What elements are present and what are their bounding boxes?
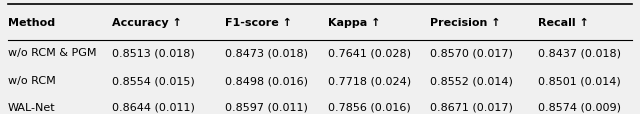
- Text: 0.8501 (0.014): 0.8501 (0.014): [538, 75, 620, 85]
- Text: Accuracy ↑: Accuracy ↑: [112, 18, 182, 28]
- Text: Precision ↑: Precision ↑: [430, 18, 500, 28]
- Text: 0.8597 (0.011): 0.8597 (0.011): [225, 102, 308, 111]
- Text: 0.8552 (0.014): 0.8552 (0.014): [430, 75, 513, 85]
- Text: 0.8570 (0.017): 0.8570 (0.017): [430, 48, 513, 58]
- Text: 0.7641 (0.028): 0.7641 (0.028): [328, 48, 411, 58]
- Text: 0.8574 (0.009): 0.8574 (0.009): [538, 102, 621, 111]
- Text: 0.8437 (0.018): 0.8437 (0.018): [538, 48, 621, 58]
- Text: w/o RCM & PGM: w/o RCM & PGM: [8, 48, 96, 58]
- Text: 0.8513 (0.018): 0.8513 (0.018): [112, 48, 195, 58]
- Text: 0.8671 (0.017): 0.8671 (0.017): [430, 102, 513, 111]
- Text: 0.8554 (0.015): 0.8554 (0.015): [112, 75, 195, 85]
- Text: Recall ↑: Recall ↑: [538, 18, 588, 28]
- Text: WAL-Net: WAL-Net: [8, 102, 55, 111]
- Text: w/o RCM: w/o RCM: [8, 75, 56, 85]
- Text: F1-score ↑: F1-score ↑: [225, 18, 292, 28]
- Text: 0.7856 (0.016): 0.7856 (0.016): [328, 102, 410, 111]
- Text: 0.8644 (0.011): 0.8644 (0.011): [112, 102, 195, 111]
- Text: 0.8498 (0.016): 0.8498 (0.016): [225, 75, 308, 85]
- Text: 0.8473 (0.018): 0.8473 (0.018): [225, 48, 308, 58]
- Text: Kappa ↑: Kappa ↑: [328, 18, 380, 28]
- Text: 0.7718 (0.024): 0.7718 (0.024): [328, 75, 411, 85]
- Text: Method: Method: [8, 18, 55, 28]
